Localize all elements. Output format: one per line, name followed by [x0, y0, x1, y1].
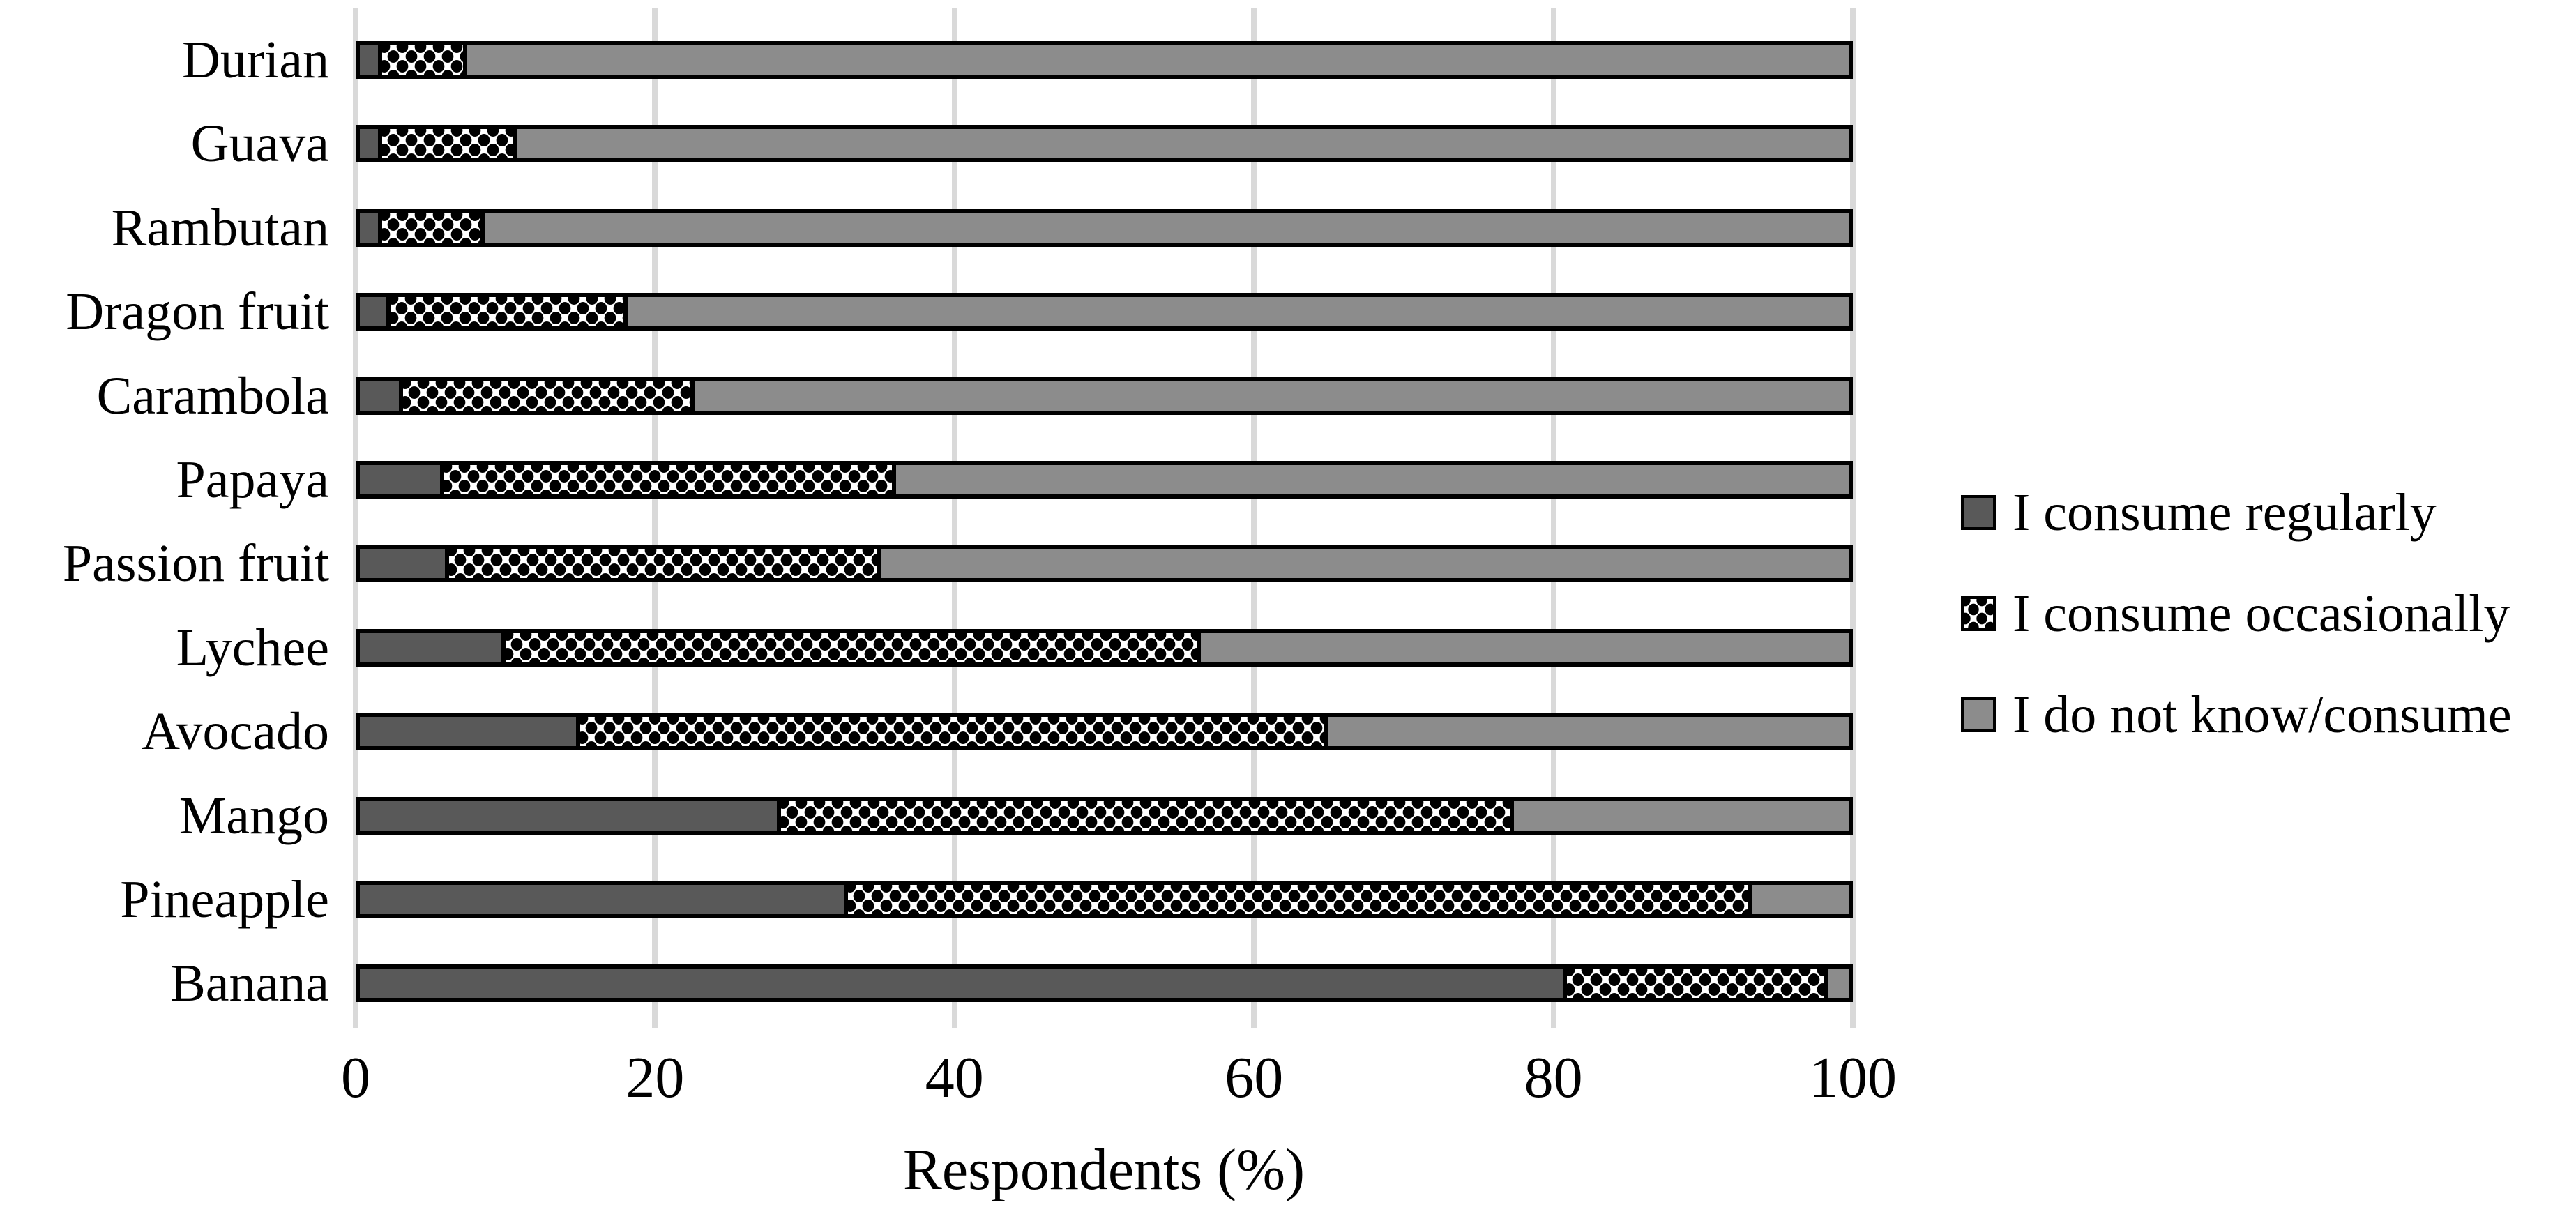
category-label-avocado: Avocado — [142, 702, 329, 761]
legend-swatch-do-not-know — [1961, 697, 1996, 732]
bar-durian — [356, 41, 1853, 79]
category-label-mango: Mango — [179, 786, 329, 845]
segment-occasional — [843, 885, 1752, 914]
category-label-passion-fruit: Passion fruit — [62, 534, 329, 593]
x-tick-60: 60 — [1225, 1045, 1284, 1110]
segment-do-not-know — [1201, 632, 1849, 662]
category-label-papaya: Papaya — [176, 450, 329, 509]
segment-do-not-know — [517, 129, 1849, 159]
segment-regular — [360, 129, 378, 159]
segment-do-not-know — [881, 549, 1849, 579]
legend-label-2: I consume occasionally — [2013, 584, 2510, 643]
category-label-lychee: Lychee — [176, 618, 329, 677]
segment-regular — [360, 969, 1563, 999]
segment-occasional — [377, 45, 467, 75]
segment-do-not-know — [1327, 717, 1849, 747]
segment-occasional — [398, 381, 695, 411]
x-tick-20: 20 — [626, 1045, 685, 1110]
segment-regular — [360, 632, 501, 662]
x-tick-0: 0 — [341, 1045, 370, 1110]
segment-do-not-know — [467, 45, 1849, 75]
bar-mango — [356, 796, 1853, 835]
bar-guava — [356, 125, 1853, 163]
segment-regular — [360, 381, 399, 411]
segment-regular — [360, 45, 378, 75]
segment-regular — [360, 213, 378, 243]
legend-label-3: I do not know/consume — [2013, 685, 2512, 744]
segment-do-not-know — [895, 465, 1849, 494]
x-tick-40: 40 — [925, 1045, 984, 1110]
gridline-40 — [951, 8, 957, 1028]
bar-banana — [356, 964, 1853, 1003]
gridline-100 — [1850, 8, 1856, 1028]
segment-occasional — [575, 717, 1328, 747]
x-tick-100: 100 — [1809, 1045, 1897, 1110]
segment-occasional — [776, 801, 1514, 831]
category-label-pineapple: Pineapple — [120, 870, 329, 929]
x-tick-80: 80 — [1524, 1045, 1583, 1110]
segment-do-not-know — [485, 213, 1849, 243]
legend-label-1: I consume regularly — [2013, 483, 2437, 542]
gridline-0 — [353, 8, 358, 1028]
segment-do-not-know — [695, 381, 1849, 411]
bar-rambutan — [356, 208, 1853, 247]
segment-regular — [360, 717, 576, 747]
category-label-guava: Guava — [190, 114, 329, 174]
bar-passion-fruit — [356, 545, 1853, 583]
bar-dragon-fruit — [356, 293, 1853, 331]
category-label-rambutan: Rambutan — [111, 198, 329, 257]
segment-occasional — [1563, 969, 1828, 999]
segment-do-not-know — [1513, 801, 1849, 831]
gridline-20 — [652, 8, 658, 1028]
segment-do-not-know — [1828, 969, 1849, 999]
segment-occasional — [444, 549, 881, 579]
segment-occasional — [440, 465, 896, 494]
category-label-banana: Banana — [170, 954, 329, 1013]
segment-regular — [360, 465, 441, 494]
category-label-durian: Durian — [181, 31, 329, 89]
segment-regular — [360, 297, 387, 327]
segment-regular — [360, 885, 844, 914]
legend-swatch-occasional — [1961, 596, 1996, 631]
segment-occasional — [377, 213, 485, 243]
x-axis-title: Respondents (%) — [902, 1137, 1305, 1202]
gridline-60 — [1251, 8, 1257, 1028]
category-label-carambola: Carambola — [96, 366, 329, 425]
category-label-dragon-fruit: Dragon fruit — [66, 282, 329, 342]
gridline-80 — [1550, 8, 1556, 1028]
segment-regular — [360, 549, 445, 579]
bar-carambola — [356, 377, 1853, 415]
segment-regular — [360, 801, 777, 831]
segment-occasional — [501, 632, 1202, 662]
segment-do-not-know — [628, 297, 1849, 327]
segment-do-not-know — [1752, 885, 1849, 914]
segment-occasional — [377, 129, 518, 159]
bar-avocado — [356, 713, 1853, 751]
segment-occasional — [386, 297, 628, 327]
bar-lychee — [356, 628, 1853, 667]
legend-swatch-regular — [1961, 495, 1996, 530]
bar-papaya — [356, 461, 1853, 499]
bar-pineapple — [356, 881, 1853, 918]
